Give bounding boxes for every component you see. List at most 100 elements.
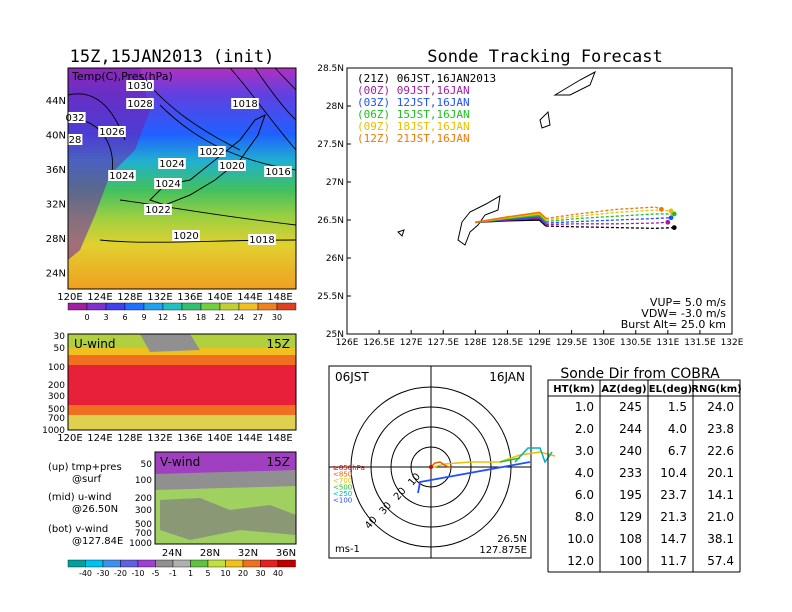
map-lat-tick: 44N <box>46 96 66 107</box>
hodograph-green <box>499 457 521 463</box>
track-lon-tick: 127E <box>400 338 423 348</box>
wind-colorbar-swatch <box>85 559 104 568</box>
wind-colorbar-swatch <box>260 559 279 568</box>
temp-colorbar-tick: 3 <box>103 313 108 322</box>
table-cell: 1.5 <box>668 400 687 414</box>
right-title: Sonde Tracking Forecast <box>427 47 662 67</box>
isobar-label: 1028 <box>127 99 152 110</box>
table-cell: 8.0 <box>575 510 594 524</box>
isobar-label: 1024 <box>159 159 184 170</box>
track-lat-tick: 27N <box>326 178 344 188</box>
wind-colorbar-swatch <box>120 559 139 568</box>
isobar-label: 1024 <box>109 171 134 182</box>
temp-colorbar-swatch <box>162 302 183 311</box>
v-wind-frame <box>154 451 297 545</box>
track-legend-entry: (21Z) 06JST,16JAN2013 <box>357 72 496 85</box>
isobar-label: 1022 <box>145 205 170 216</box>
track-descent-line <box>545 209 672 221</box>
wind-colorbar-swatch <box>190 559 209 568</box>
v-wind-lat-tick: 32N <box>238 548 258 559</box>
isobar-label: 1024 <box>155 179 180 190</box>
track-lat-tick: 28N <box>326 102 344 112</box>
cobra-table: Sonde Dir from COBRA HT(km) AZ(deg) EL(deg… <box>547 366 742 573</box>
wind-colorbar-tick: -5 <box>152 569 160 578</box>
track-descent-line <box>545 206 662 220</box>
table-cell: 195 <box>619 488 642 502</box>
temp-colorbar-swatch <box>238 302 259 311</box>
param-burst: Burst Alt= 25.0 km <box>621 318 726 331</box>
track-lon-tick: 130.5E <box>620 338 652 348</box>
temp-colorbar-swatch <box>257 302 278 311</box>
temp-colorbar-tick: 27 <box>253 313 263 322</box>
u-wind-time: 15Z <box>267 337 291 351</box>
table-cell: 23.7 <box>660 488 687 502</box>
track-lon-tick: 130E <box>592 338 615 348</box>
track-descent-line <box>545 221 668 226</box>
polar-lon: 127.875E <box>479 545 527 556</box>
map-lon-tick: 128E <box>117 292 142 303</box>
u-wind-level-tick: 50 <box>54 344 66 354</box>
u-wind-lon-tick: 140E <box>207 433 232 444</box>
isobar-label: 1022 <box>199 147 224 158</box>
u-wind-level-tick: 500 <box>48 405 65 415</box>
polar-units: ms-1 <box>335 544 360 555</box>
track-lon-tick: 131E <box>656 338 679 348</box>
v-wind-level-tick: 300 <box>135 506 152 516</box>
isobar-label-bg <box>231 98 259 109</box>
track-landing-point <box>668 215 674 221</box>
param-vup: VUP= 5.0 m/s <box>650 296 726 309</box>
isobar-label-bg <box>108 170 136 181</box>
track-legend-entry: (03Z) 12JST,16JAN <box>357 96 470 109</box>
isobar-label-bg <box>64 112 86 123</box>
map-lon-tick: 140E <box>207 292 232 303</box>
isobar-label: 1018 <box>249 235 274 246</box>
isobar-label-bg <box>154 178 182 189</box>
temp-colorbar-swatch <box>181 302 202 311</box>
isobar-label: 1020 <box>173 231 198 242</box>
isobar-label-bg <box>218 160 246 171</box>
table-cell: 233 <box>619 466 642 480</box>
temp-colorbar-tick: 0 <box>84 313 89 322</box>
table-cell: 6.7 <box>668 444 687 458</box>
table-cell: 11.7 <box>660 554 687 568</box>
table-cell: 14.1 <box>707 488 734 502</box>
temp-colorbar-swatch <box>105 302 126 311</box>
isobar-label: 1026 <box>99 127 124 138</box>
note-bot-2: @127.84E <box>72 536 123 547</box>
track-legend-entry: (12Z) 21JST,16JAN <box>357 132 470 145</box>
track-lat-tick: 26N <box>326 254 344 264</box>
track-lon-tick: 126.5E <box>363 338 395 348</box>
track-lat-tick: 28.5N <box>317 64 344 74</box>
islet-outline <box>397 229 405 237</box>
table-cell: 4.0 <box>575 466 594 480</box>
isobar-label-bg <box>198 146 226 157</box>
hodograph-blue <box>417 461 531 494</box>
temperature-map-panel: 1030 1028 1018 032 1026 28 1024 1022 1020 1016 102… <box>46 67 297 303</box>
map-lon-tick: 144E <box>237 292 262 303</box>
map-lat-tick: 24N <box>46 269 66 280</box>
wind-colorbar-tick: 30 <box>255 569 265 578</box>
v-wind-lat-tick: 24N <box>162 548 182 559</box>
track-descent-line <box>545 217 672 224</box>
temp-colorbar-tick: 9 <box>141 313 146 322</box>
table-cell: 1.0 <box>575 400 594 414</box>
u-wind-orange-band <box>68 355 296 365</box>
wind-colorbar-tick: 10 <box>220 569 230 578</box>
track-lon-tick: 131.5E <box>684 338 716 348</box>
track-lon-tick: 128E <box>464 338 487 348</box>
v-wind-label: V-wind <box>160 455 200 469</box>
track-legend-entry: (06Z) 15JST,16JAN <box>357 108 470 121</box>
track-landing-point <box>668 208 674 214</box>
track-landing-point <box>671 225 677 231</box>
u-wind-level-tick: 700 <box>48 414 65 424</box>
table-cell: 245 <box>619 400 642 414</box>
note-mid-2: @26.50N <box>72 504 118 515</box>
table-header-cell: AZ(deg) <box>601 384 646 395</box>
v-wind-level-tick: 1000 <box>129 539 152 549</box>
track-lon-tick: 129.5E <box>556 338 588 348</box>
polar-lat: 26.5N <box>497 534 527 545</box>
continent-shading <box>68 68 150 260</box>
table-cell: 240 <box>619 444 642 458</box>
